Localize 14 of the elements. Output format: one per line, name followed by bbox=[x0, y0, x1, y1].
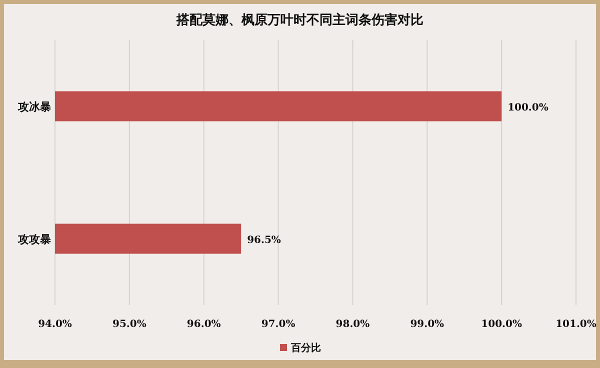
y-tick-label: 攻攻暴 bbox=[17, 232, 51, 246]
x-tick-label: 97.0% bbox=[261, 319, 296, 330]
x-tick-label: 96.0% bbox=[186, 319, 222, 330]
data-label: 96.5% bbox=[247, 234, 282, 246]
chart-title: 搭配莫娜、枫原万叶时不同主词条伤害对比 bbox=[176, 12, 424, 28]
data-label: 100.0% bbox=[508, 102, 549, 114]
x-tick-label: 101.0% bbox=[556, 319, 597, 330]
x-tick-label: 95.0% bbox=[112, 319, 147, 330]
legend-label: 百分比 bbox=[290, 342, 321, 354]
x-tick-label: 98.0% bbox=[336, 319, 370, 330]
x-tick-label: 94.0% bbox=[38, 319, 72, 330]
y-tick-label: 攻冰暴 bbox=[17, 100, 51, 114]
x-tick-label: 99.0% bbox=[410, 319, 445, 330]
x-tick-label: 100.0% bbox=[481, 319, 522, 330]
